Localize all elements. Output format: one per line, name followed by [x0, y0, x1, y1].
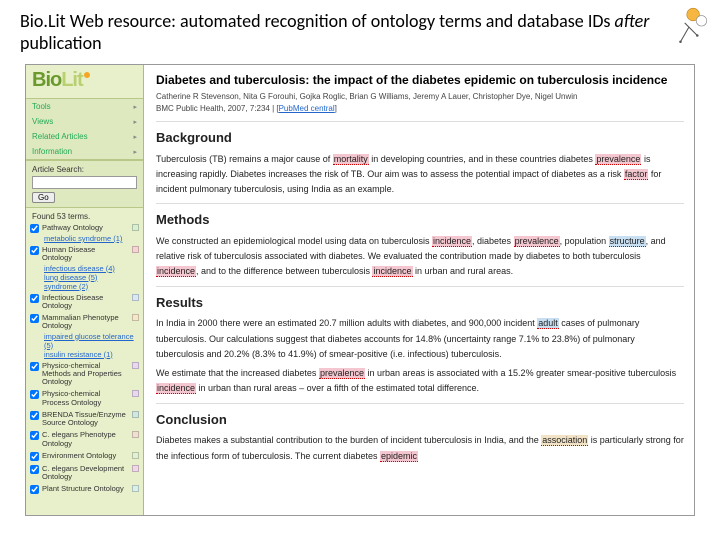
ontology-checkbox[interactable] — [30, 411, 39, 420]
slide-title: Bio.Lit Web resource: automated recognit… — [0, 0, 720, 58]
highlighted-term[interactable]: structure — [609, 236, 646, 247]
highlighted-term[interactable]: prevalence — [319, 368, 365, 379]
nav-item[interactable]: Related Articles▸ — [26, 129, 143, 144]
ontology-item[interactable]: Mammalian Phenotype Ontology — [30, 313, 139, 332]
search-label: Article Search: — [32, 165, 137, 174]
highlighted-term[interactable]: incidence — [156, 383, 196, 394]
color-swatch — [132, 294, 139, 301]
ontology-term-link[interactable]: syndrome (2) — [44, 282, 139, 291]
color-swatch — [132, 465, 139, 472]
ontology-checkbox[interactable] — [30, 431, 39, 440]
highlighted-term[interactable]: association — [541, 435, 588, 446]
sidebar: BioLit Tools▸Views▸Related Articles▸Info… — [26, 65, 144, 515]
highlighted-term[interactable]: prevalence — [514, 236, 560, 247]
article-authors: Catherine R Stevenson, Nita G Forouhi, G… — [156, 91, 684, 103]
ontology-term-link[interactable]: impaired glucose tolerance (5) — [44, 332, 139, 350]
ontology-checkbox[interactable] — [30, 246, 39, 255]
highlighted-term[interactable]: epidemic — [380, 451, 418, 462]
color-swatch — [132, 390, 139, 397]
ontology-term-link[interactable]: metabolic syndrome (1) — [44, 234, 139, 243]
ontology-checkbox[interactable] — [30, 362, 39, 371]
nav-group: Tools▸Views▸Related Articles▸Information… — [26, 98, 143, 160]
app-frame: BioLit Tools▸Views▸Related Articles▸Info… — [25, 64, 695, 516]
ontology-checkbox[interactable] — [30, 224, 39, 233]
ontology-checkbox[interactable] — [30, 314, 39, 323]
article-title: Diabetes and tuberculosis: the impact of… — [156, 71, 684, 89]
ontology-term-link[interactable]: lung disease (5) — [44, 273, 139, 282]
search-input[interactable] — [32, 176, 137, 189]
ontology-item[interactable]: BRENDA Tissue/Enzyme Source Ontology — [30, 410, 139, 429]
ontology-item[interactable]: Environment Ontology — [30, 451, 139, 462]
highlighted-term[interactable]: adult — [537, 318, 559, 329]
ontology-checkbox[interactable] — [30, 390, 39, 399]
section-heading: Results — [156, 286, 684, 313]
article-citation: BMC Public Health, 2007, 7:234 | [PubMed… — [156, 103, 684, 115]
color-swatch — [132, 362, 139, 369]
color-swatch — [132, 246, 139, 253]
section-heading: Methods — [156, 203, 684, 230]
highlighted-term[interactable]: mortality — [333, 154, 369, 165]
color-swatch — [132, 314, 139, 321]
ontology-term-link[interactable]: insulin resistance (1) — [44, 350, 139, 359]
paragraph: We constructed an epidemiological model … — [156, 234, 684, 280]
color-swatch — [132, 224, 139, 231]
ontology-item[interactable]: Human Disease Ontology — [30, 245, 139, 264]
color-swatch — [132, 485, 139, 492]
highlighted-term[interactable]: incidence — [156, 266, 196, 277]
color-swatch — [132, 431, 139, 438]
ontology-item[interactable]: Pathway Ontology — [30, 223, 139, 234]
ontology-item[interactable]: Physico-chemical Methods and Properties … — [30, 361, 139, 388]
pubmed-link[interactable]: PubMed central — [279, 104, 335, 113]
highlighted-term[interactable]: factor — [624, 169, 649, 180]
go-button[interactable]: Go — [32, 192, 55, 203]
paragraph: Diabetes makes a substantial contributio… — [156, 433, 684, 464]
ontology-item[interactable]: Physico-chemical Process Ontology — [30, 389, 139, 408]
highlighted-term[interactable]: incidence — [432, 236, 472, 247]
ontology-item[interactable]: C. elegans Development Ontology — [30, 464, 139, 483]
highlighted-term[interactable]: incidence — [372, 266, 412, 277]
color-swatch — [132, 411, 139, 418]
ontology-checkbox[interactable] — [30, 294, 39, 303]
ontology-list: Pathway Ontologymetabolic syndrome (1) Hu… — [26, 223, 143, 501]
article-pane: Diabetes and tuberculosis: the impact of… — [144, 65, 694, 515]
nav-item[interactable]: Information▸ — [26, 144, 143, 159]
ontology-checkbox[interactable] — [30, 452, 39, 461]
ontology-item[interactable]: C. elegans Phenotype Ontology — [30, 430, 139, 449]
ontology-item[interactable]: Infectious Disease Ontology — [30, 293, 139, 312]
paragraph: In India in 2000 there were an estimated… — [156, 316, 684, 362]
section-heading: Conclusion — [156, 403, 684, 430]
nav-item[interactable]: Views▸ — [26, 114, 143, 129]
search-box: Article Search: Go — [26, 160, 143, 208]
highlighted-term[interactable]: prevalence — [595, 154, 641, 165]
ontology-checkbox[interactable] — [30, 465, 39, 474]
decorative-icon — [670, 4, 712, 46]
ontology-term-link[interactable]: infectious disease (4) — [44, 264, 139, 273]
found-count: Found 53 terms. — [26, 208, 143, 223]
section-heading: Background — [156, 121, 684, 148]
ontology-checkbox[interactable] — [30, 485, 39, 494]
paragraph: We estimate that the increased diabetes … — [156, 366, 684, 397]
logo: BioLit — [26, 65, 143, 98]
ontology-item[interactable]: Plant Structure Ontology — [30, 484, 139, 495]
paragraph: Tuberculosis (TB) remains a major cause … — [156, 152, 684, 198]
color-swatch — [132, 452, 139, 459]
nav-item[interactable]: Tools▸ — [26, 99, 143, 114]
